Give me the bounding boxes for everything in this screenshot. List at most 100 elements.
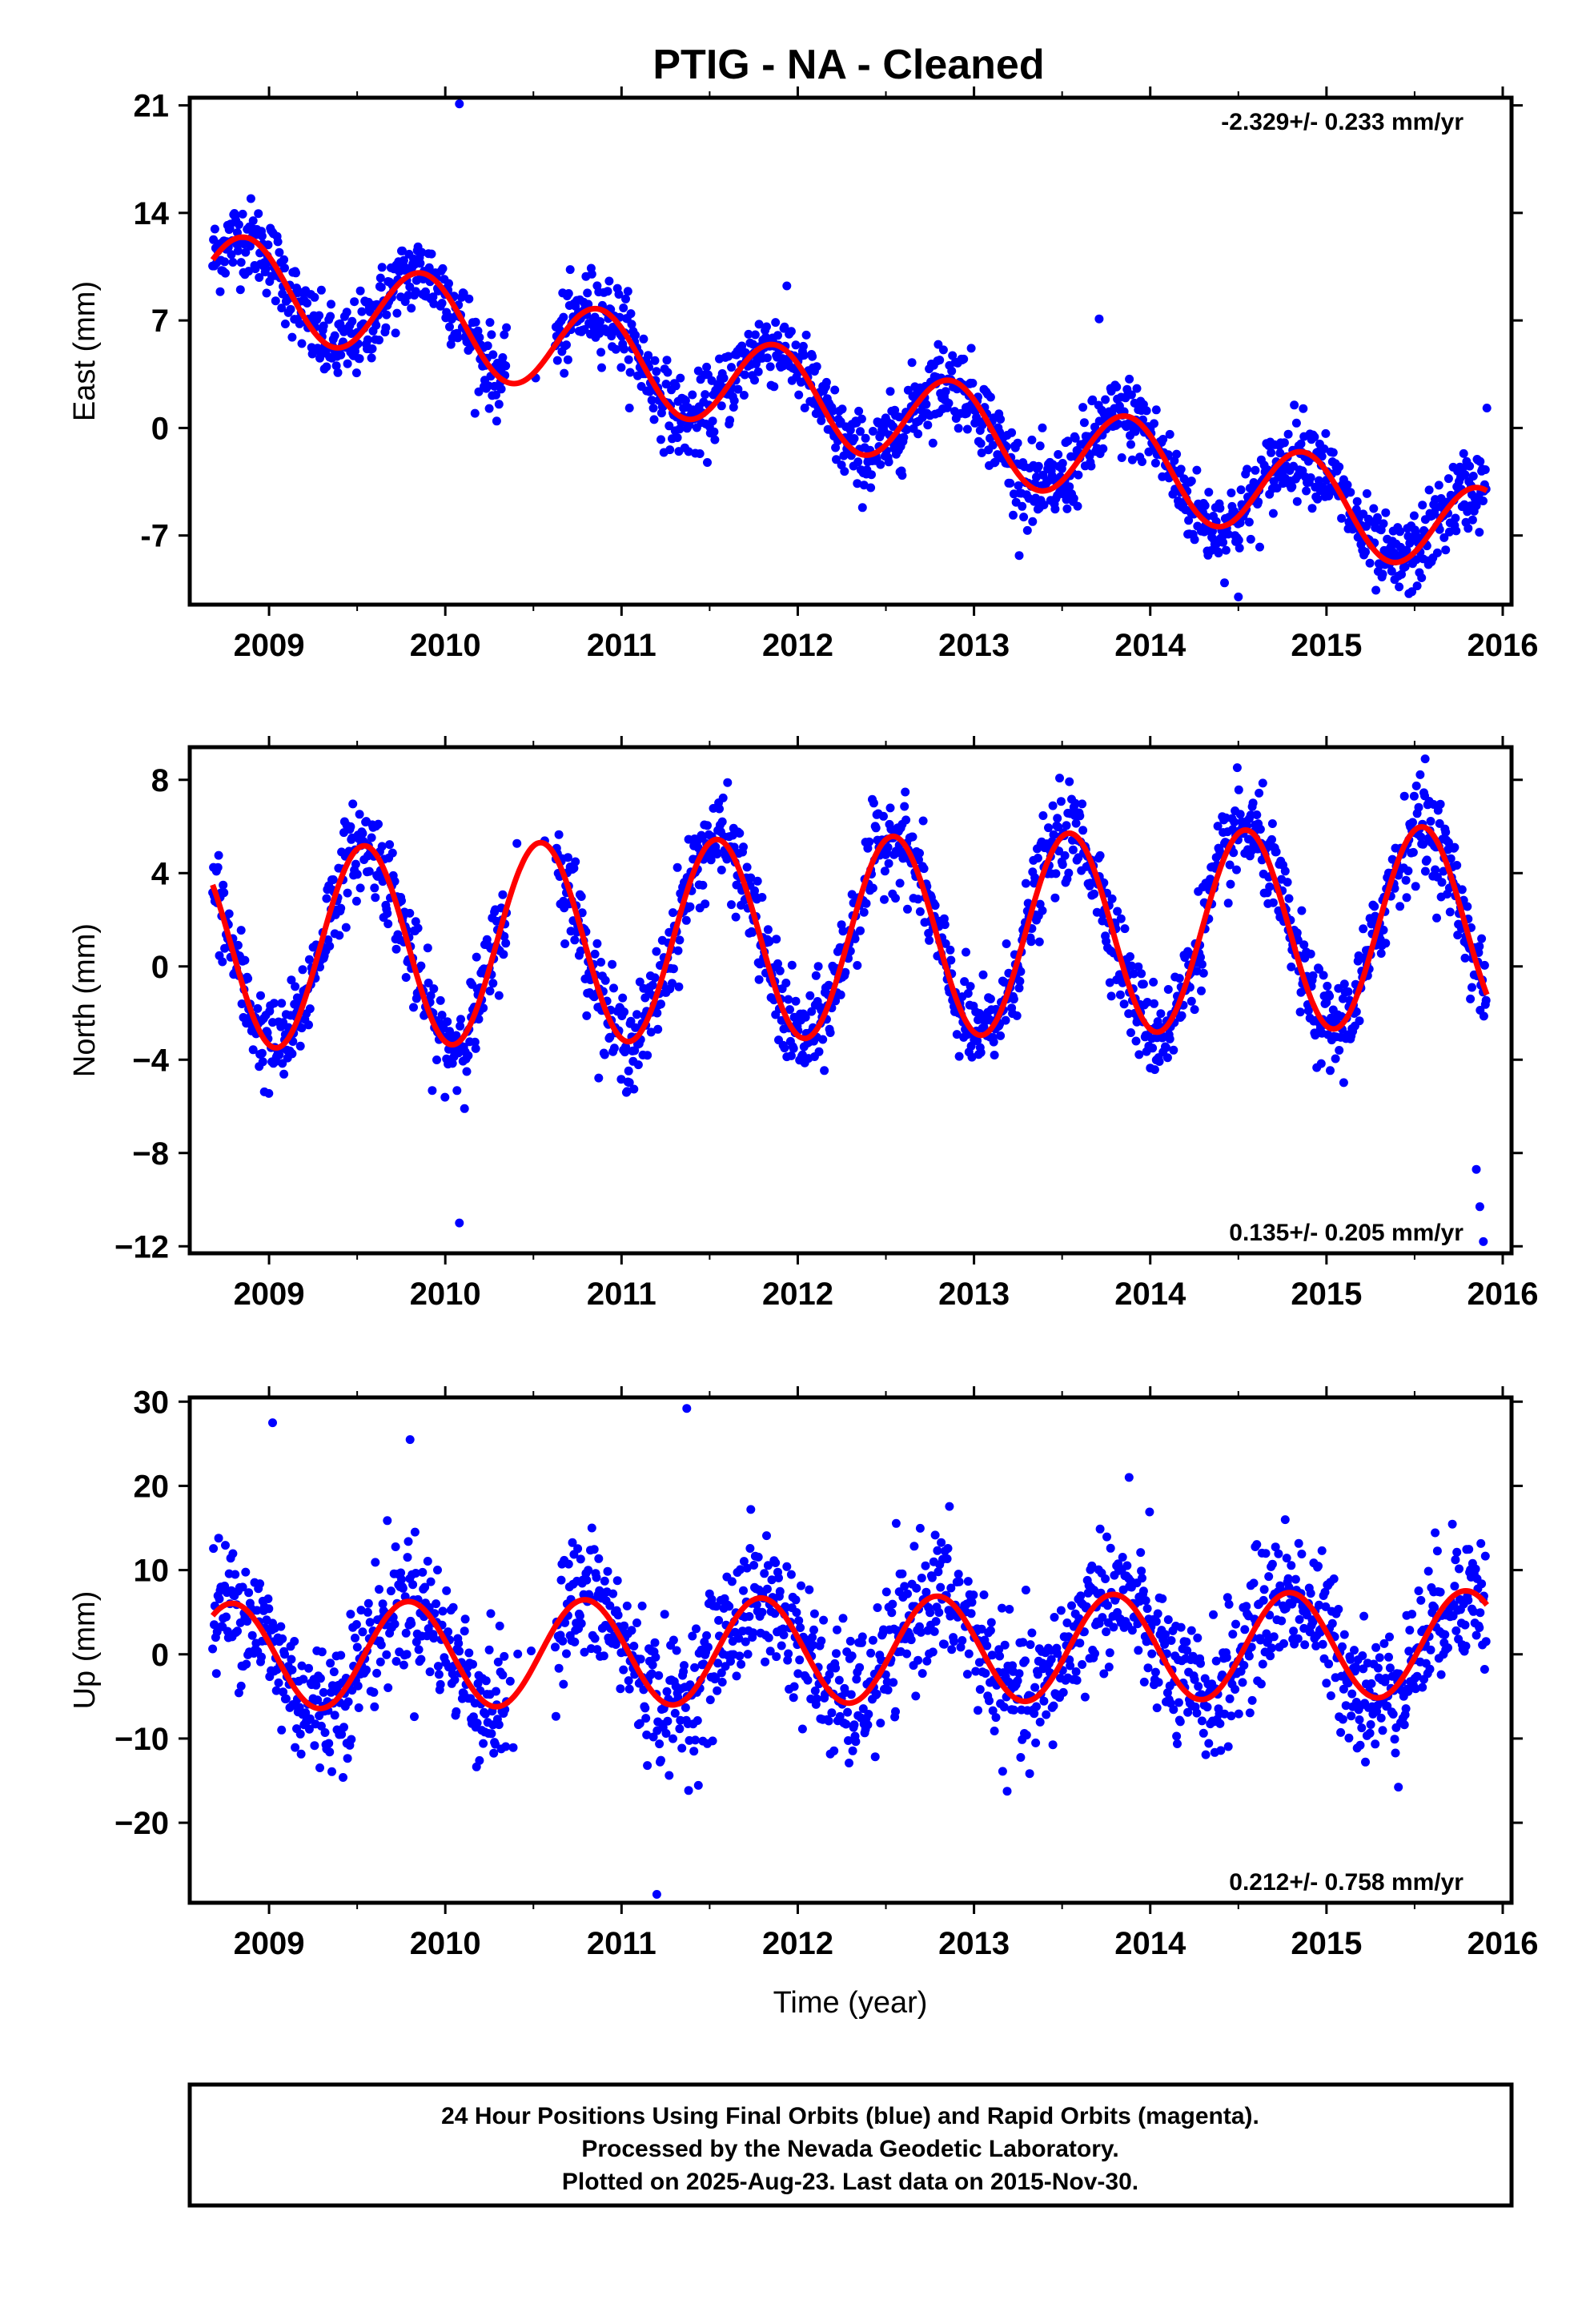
data-point [1381, 508, 1391, 517]
data-point [242, 1659, 251, 1669]
data-point [295, 1041, 305, 1051]
data-point [244, 1588, 254, 1598]
data-point [1418, 1683, 1427, 1692]
data-point [450, 1675, 460, 1685]
data-point [570, 1637, 580, 1647]
data-point [1014, 983, 1024, 993]
data-point [968, 379, 978, 388]
data-point [947, 366, 957, 376]
data-point [1034, 937, 1044, 947]
data-point [999, 978, 1009, 987]
data-point [937, 1538, 946, 1547]
data-point [801, 330, 811, 340]
data-point [681, 1703, 690, 1712]
data-point [663, 368, 673, 377]
data-point [479, 1003, 488, 1013]
data-point [1126, 952, 1134, 961]
data-point [498, 890, 508, 899]
data-point [977, 448, 986, 457]
data-point [871, 823, 881, 833]
data-point [828, 406, 837, 416]
data-point [222, 1612, 231, 1622]
data-point [1367, 1679, 1376, 1688]
data-point [620, 1007, 629, 1017]
data-point [962, 408, 971, 418]
data-point [563, 355, 572, 364]
data-point [988, 440, 998, 450]
data-point [1105, 978, 1114, 987]
data-point [1369, 504, 1379, 513]
data-point [956, 1642, 966, 1652]
data-point [1018, 501, 1027, 511]
data-point [897, 1569, 907, 1578]
data-point [1313, 494, 1323, 504]
data-point [774, 1573, 783, 1582]
data-point [1468, 983, 1476, 992]
data-point [343, 888, 352, 898]
data-point [341, 923, 351, 932]
data-point [432, 1055, 441, 1064]
data-point [954, 1051, 964, 1061]
data-point [1163, 1615, 1173, 1624]
data-point [390, 877, 400, 886]
data-point [1152, 1703, 1162, 1713]
data-point [234, 220, 243, 229]
data-point [784, 1649, 793, 1659]
data-point [1255, 788, 1264, 798]
data-point [211, 1669, 221, 1679]
data-point [713, 850, 722, 858]
data-point [372, 1668, 382, 1678]
data-point [1423, 1566, 1433, 1576]
data-point [600, 1576, 609, 1586]
data-point [443, 1017, 452, 1027]
data-point [363, 1607, 372, 1617]
data-point [884, 858, 893, 868]
data-point [562, 340, 571, 350]
data-point [775, 966, 785, 975]
data-point [397, 896, 406, 906]
data-point [1431, 1528, 1440, 1538]
data-point [1075, 1638, 1085, 1648]
data-point [576, 892, 586, 901]
data-point [1240, 1625, 1250, 1634]
data-point [1147, 1649, 1157, 1659]
data-point [996, 1031, 1006, 1040]
data-point [999, 1703, 1009, 1712]
data-point [739, 1557, 749, 1566]
data-point [1078, 1660, 1087, 1669]
data-point [281, 1694, 291, 1703]
data-point [792, 1608, 801, 1617]
data-point [990, 1051, 999, 1059]
data-point [331, 361, 341, 371]
data-point [1090, 889, 1099, 899]
data-point [1196, 1659, 1205, 1668]
data-point [913, 1655, 923, 1665]
data-point [633, 1060, 643, 1070]
data-point [391, 1657, 401, 1666]
data-point [328, 875, 338, 884]
data-point [592, 939, 602, 948]
data-point [723, 778, 733, 787]
data-point [1184, 516, 1194, 525]
data-point [881, 1587, 891, 1597]
data-point [330, 1711, 339, 1720]
data-point [346, 1610, 355, 1619]
data-point [1102, 1532, 1111, 1542]
data-point [1450, 842, 1459, 852]
data-point [681, 915, 691, 925]
data-point [757, 1607, 767, 1617]
data-point [339, 1773, 347, 1782]
data-point [1172, 449, 1182, 459]
data-point [471, 317, 480, 327]
data-point [352, 1642, 362, 1652]
data-point [493, 1657, 503, 1667]
data-point [508, 1743, 518, 1752]
data-point [501, 939, 511, 948]
data-point [208, 1644, 218, 1654]
data-point [1444, 527, 1454, 537]
data-point [1373, 513, 1382, 522]
data-point [635, 1719, 644, 1728]
data-point [1049, 830, 1058, 839]
data-point [390, 1619, 400, 1629]
data-point [977, 1624, 986, 1634]
